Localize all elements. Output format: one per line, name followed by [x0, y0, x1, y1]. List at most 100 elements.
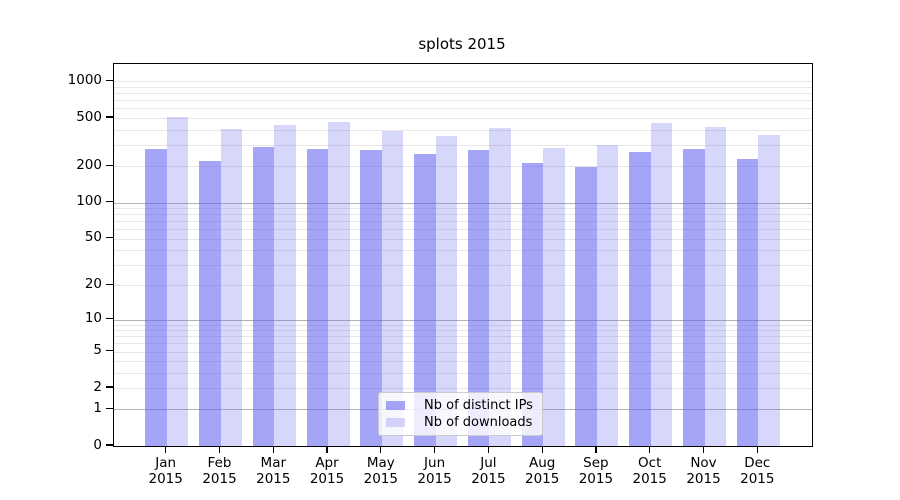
x-tick-nov — [702, 446, 705, 453]
gridline-60 — [114, 229, 812, 231]
x-tick-label-may: May 2015 — [363, 455, 398, 487]
x-tick-oct — [649, 446, 651, 453]
x-tick-apr — [326, 446, 328, 453]
x-tick-label-feb: Feb 2015 — [202, 455, 237, 487]
y-tick-label-20: 20 — [84, 275, 102, 292]
x-tick-label-mar: Mar 2015 — [256, 455, 291, 487]
gridline-80 — [114, 214, 812, 216]
x-tick-aug — [541, 446, 543, 453]
bar-downloads-nov — [704, 126, 726, 446]
gridline-900 — [114, 87, 812, 88]
legend-label-ips: Nb of distinct IPs — [424, 398, 533, 413]
y-tick-5 — [106, 349, 113, 352]
y-tick-50 — [106, 236, 113, 239]
legend-swatch-ips — [386, 400, 405, 411]
gridline-100 — [114, 202, 812, 204]
gridline-2 — [114, 388, 812, 389]
legend-row-ips: Nb of distinct IPs — [386, 398, 534, 413]
legend-label-downloads: Nb of downloads — [424, 415, 533, 430]
legend-row-downloads: Nb of downloads — [386, 415, 534, 430]
y-tick-label-100: 100 — [76, 193, 102, 209]
bars-layer — [114, 64, 812, 446]
bar-downloads-dec — [758, 134, 780, 446]
y-tick-0 — [106, 444, 113, 446]
x-tick-label-aug: Aug 2015 — [525, 455, 560, 487]
gridline-70 — [114, 221, 812, 223]
y-tick-200 — [106, 164, 113, 166]
bar-downloads-may — [381, 131, 404, 446]
gridline-9 — [114, 324, 812, 326]
gridline-40 — [114, 250, 812, 251]
bar-downloads-oct — [650, 122, 673, 446]
y-tick-label-50: 50 — [84, 229, 102, 245]
bar-ips-oct — [629, 151, 651, 446]
y-tick-label-10: 10 — [84, 310, 102, 326]
bar-downloads-jul — [489, 128, 511, 446]
gridline-300 — [114, 144, 812, 146]
x-tick-label-jun: Jun 2015 — [417, 455, 452, 487]
y-tick-label-1: 1 — [93, 399, 102, 416]
bar-ips-feb — [199, 160, 221, 446]
x-tick-mar — [272, 446, 274, 453]
y-tick-10 — [106, 317, 113, 320]
y-tick-label-1000: 1000 — [67, 71, 102, 88]
x-tick-label-dec: Dec 2015 — [740, 455, 775, 487]
x-tick-jul — [487, 446, 490, 453]
x-tick-jun — [433, 446, 436, 453]
bar-ips-mar — [252, 146, 275, 446]
gridlines-layer — [114, 64, 812, 446]
y-tick-500 — [106, 116, 113, 118]
gridline-90 — [114, 208, 812, 209]
y-tick-label-0: 0 — [93, 436, 102, 453]
plot-area — [113, 63, 813, 447]
x-tick-jan — [165, 446, 167, 453]
gridline-30 — [114, 264, 812, 266]
x-tick-label-jan: Jan 2015 — [148, 455, 183, 487]
y-tick-2 — [106, 386, 113, 388]
gridline-1000 — [114, 81, 812, 83]
y-tick-label-2: 2 — [93, 378, 102, 395]
bar-ips-aug — [521, 162, 544, 446]
gridline-500 — [114, 118, 812, 119]
gridline-7 — [114, 336, 812, 338]
bar-downloads-sep — [596, 144, 619, 446]
bar-ips-may — [360, 149, 382, 446]
x-tick-label-oct: Oct 2015 — [632, 455, 667, 487]
bar-ips-jul — [467, 149, 490, 446]
gridline-5 — [114, 351, 812, 353]
x-tick-label-jul: Jul 2015 — [471, 455, 506, 487]
x-tick-label-sep: Sep 2015 — [578, 455, 614, 487]
bar-ips-nov — [683, 148, 705, 446]
legend-swatch-downloads — [386, 417, 405, 428]
x-tick-sep — [595, 446, 597, 453]
gridline-50 — [114, 238, 812, 240]
bar-ips-jun — [414, 154, 436, 446]
gridline-400 — [114, 129, 812, 131]
bar-ips-apr — [306, 148, 328, 446]
y-tick-label-500: 500 — [76, 108, 102, 125]
x-tick-feb — [218, 446, 221, 453]
y-tick-label-5: 5 — [93, 342, 102, 358]
gridline-800 — [114, 93, 812, 95]
gridline-20 — [114, 285, 812, 287]
gridline-10 — [114, 319, 812, 321]
bar-downloads-jun — [435, 135, 458, 446]
y-tick-20 — [106, 283, 113, 286]
bar-downloads-apr — [328, 121, 350, 446]
bar-downloads-jan — [166, 117, 189, 446]
x-tick-label-apr: Apr 2015 — [309, 455, 345, 487]
gridline-4 — [114, 361, 812, 363]
y-tick-1000 — [106, 79, 113, 82]
bar-ips-sep — [575, 167, 597, 446]
gridline-3 — [114, 372, 812, 374]
y-tick-1 — [106, 407, 113, 410]
y-tick-label-200: 200 — [76, 156, 102, 173]
legend: Nb of distinct IPs Nb of downloads — [378, 392, 543, 436]
bar-downloads-aug — [543, 148, 565, 446]
bar-ips-jan — [145, 148, 167, 446]
bar-downloads-mar — [274, 124, 296, 446]
bar-ips-dec — [736, 158, 759, 446]
gridline-200 — [114, 166, 812, 168]
gridline-600 — [114, 108, 812, 110]
